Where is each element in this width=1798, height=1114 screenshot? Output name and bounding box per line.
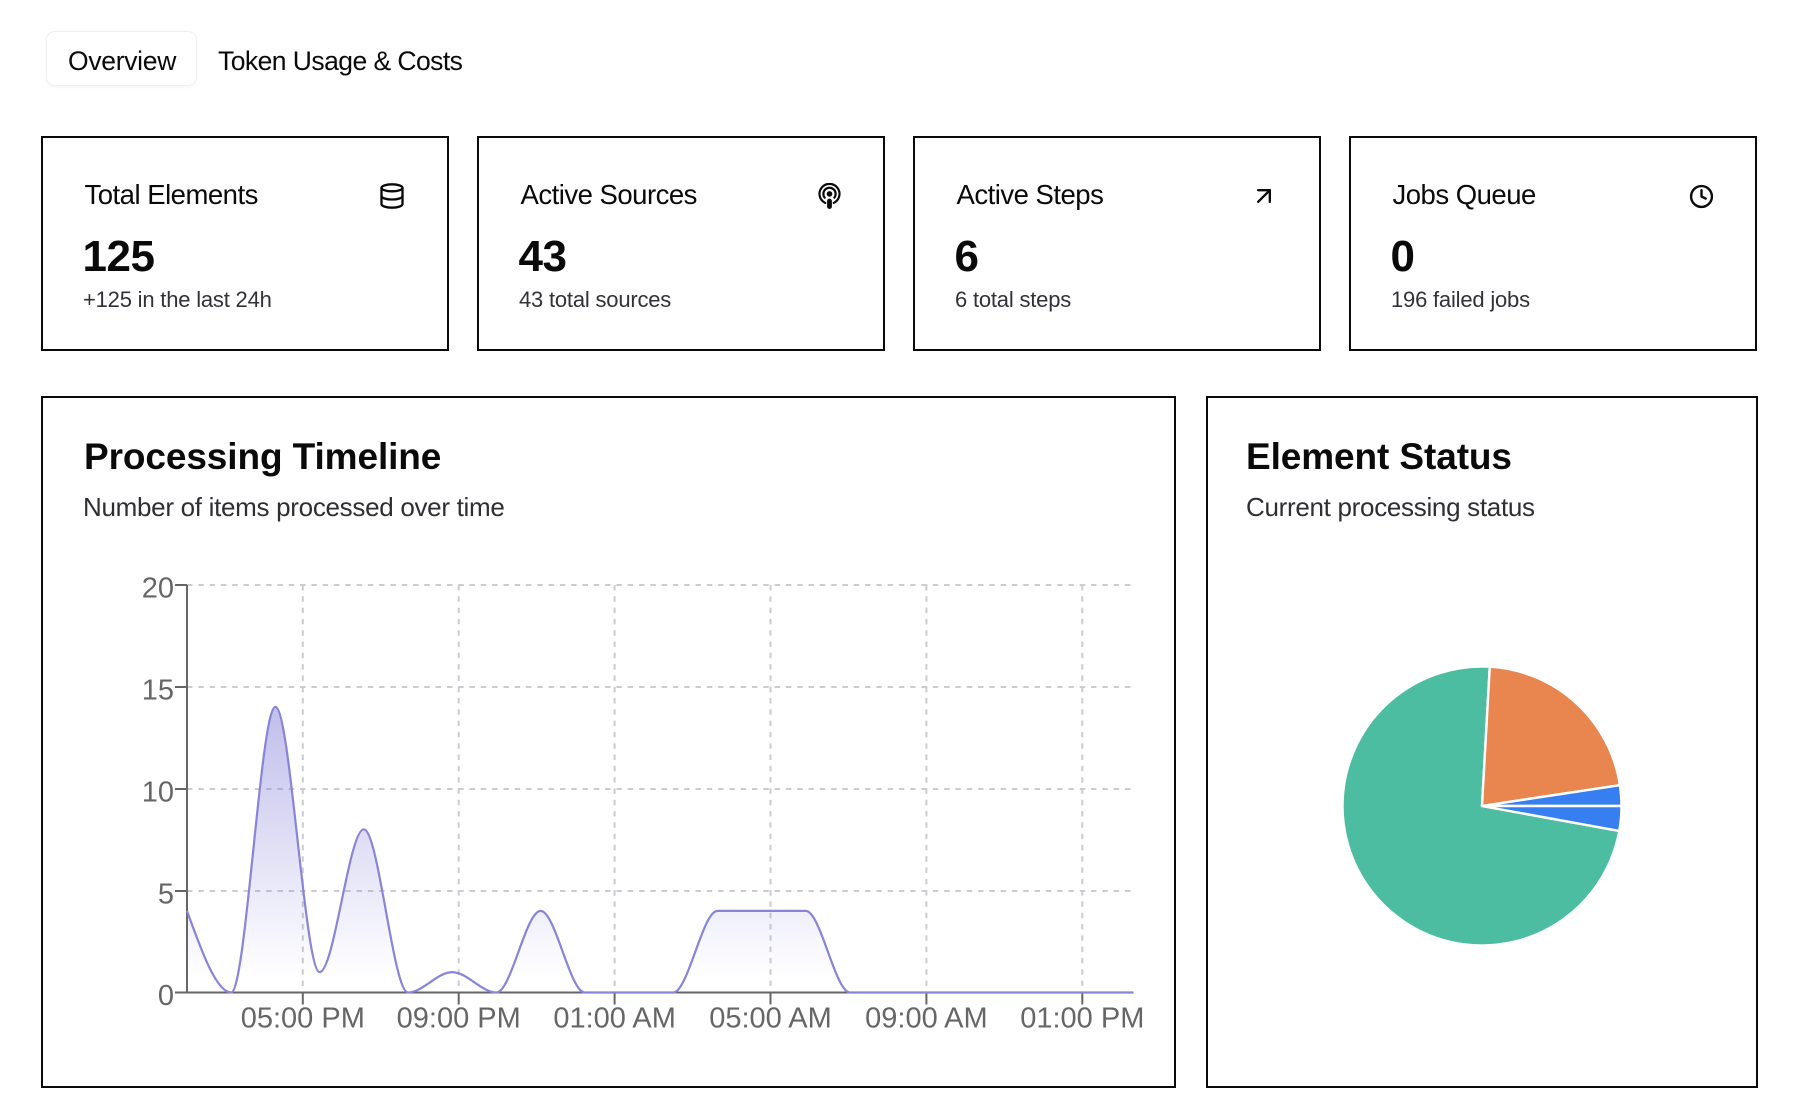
svg-text:0: 0 xyxy=(158,980,174,1012)
svg-text:05:00 PM: 05:00 PM xyxy=(241,1003,365,1035)
svg-text:09:00 AM: 09:00 AM xyxy=(865,1003,988,1035)
svg-text:05:00 AM: 05:00 AM xyxy=(709,1003,832,1035)
svg-text:01:00 PM: 01:00 PM xyxy=(1020,1003,1144,1035)
svg-text:10: 10 xyxy=(142,777,174,809)
svg-text:5: 5 xyxy=(158,879,174,911)
svg-text:20: 20 xyxy=(142,573,174,605)
svg-text:15: 15 xyxy=(142,675,174,707)
svg-text:09:00 PM: 09:00 PM xyxy=(397,1003,521,1035)
svg-text:01:00 AM: 01:00 AM xyxy=(553,1003,676,1035)
